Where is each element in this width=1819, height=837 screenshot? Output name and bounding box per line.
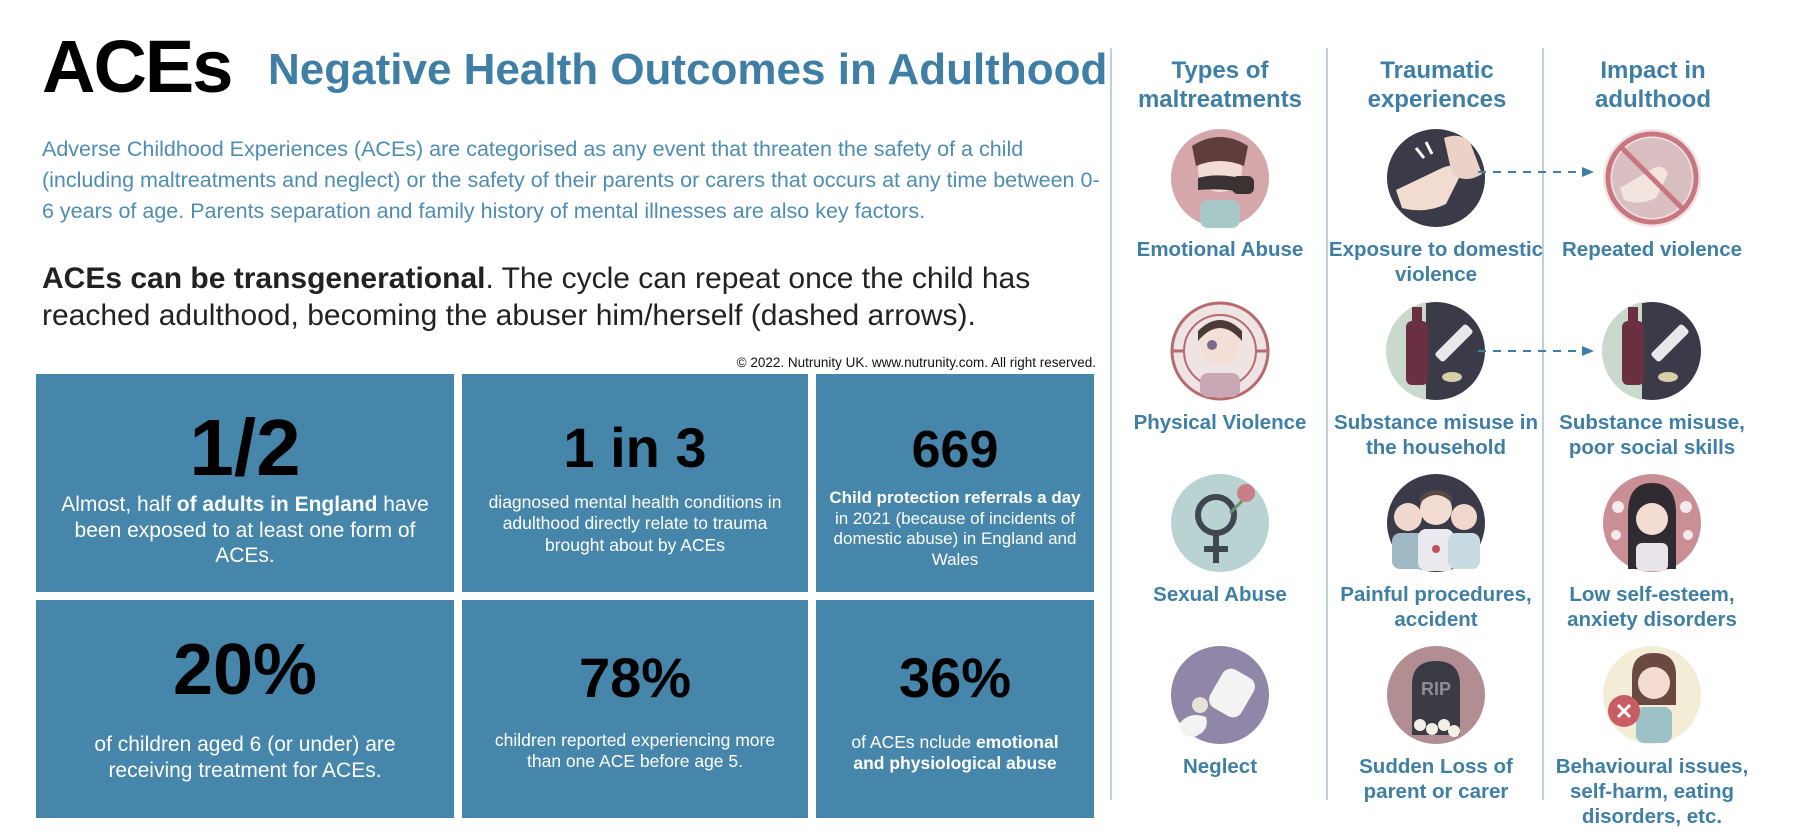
dashed-arrow-substance <box>1478 346 1594 356</box>
logo-title: ACEs <box>42 25 233 108</box>
item-label: Substance misuse in the household <box>1334 411 1538 459</box>
stat-tile-half-adults: 1/2 Almost, half of adults in England ha… <box>36 374 454 592</box>
impact-low-self-esteem: Low self-esteem, anxiety disorders <box>1542 473 1762 632</box>
page-title: Negative Health Outcomes in Adulthood <box>268 45 1108 94</box>
transgenerational-statement: ACEs can be transgenerational. The cycle… <box>42 260 1102 334</box>
transgenerational-rest: . The cycle can repeat once the child ha… <box>42 262 1031 332</box>
column-header-traumatic: Traumatic experiences <box>1367 57 1507 113</box>
stat-number: 78% <box>578 646 692 709</box>
item-label: Physical Violence <box>1133 411 1307 434</box>
gender-symbol-icon <box>1171 474 1269 572</box>
item-label: Low self-esteem, anxiety disorders <box>1567 583 1737 631</box>
traumatic-sudden-loss: RIP Sudden Loss of parent or carer <box>1326 645 1546 804</box>
distressed-girl-icon <box>1603 646 1701 744</box>
stat-tile-36-percent: 36% of ACEs nclude emotional and physiol… <box>816 600 1094 818</box>
stat-description: children reported experiencing more than… <box>494 730 776 772</box>
copyright-notice: © 2022. Nutrunity UK. www.nutrunity.com.… <box>736 355 1096 370</box>
baby-bottle-icon <box>1171 646 1269 744</box>
transgenerational-bold: ACEs can be transgenerational <box>42 262 486 295</box>
anxious-woman-icon <box>1603 474 1701 572</box>
traumatic-domestic-violence: Exposure to domestic violence <box>1326 128 1546 287</box>
stat-number: 36% <box>898 646 1012 709</box>
item-label: Sudden Loss of parent or carer <box>1359 755 1513 803</box>
stat-description: diagnosed mental health conditions in ad… <box>488 492 782 555</box>
stat-tile-20-percent: 20% of children aged 6 (or under) are re… <box>36 600 454 818</box>
stat-tile-669-referrals: 669 Child protection referrals a day in … <box>816 374 1094 592</box>
stat-number: 669 <box>911 421 999 479</box>
medical-staff-icon <box>1387 474 1485 572</box>
panel-divider <box>1110 48 1112 800</box>
stat-description: of ACEs nclude emotional and physiologic… <box>851 732 1059 774</box>
traumatic-substance-misuse: Substance misuse in the household <box>1326 301 1546 460</box>
bottle-syringe-icon <box>1386 302 1485 400</box>
maltreatment-sexual-abuse: Sexual Abuse <box>1110 473 1330 607</box>
maltreatment-emotional-abuse: Emotional Abuse <box>1110 128 1330 262</box>
intro-paragraph: Adverse Childhood Experiences (ACEs) are… <box>42 137 1100 223</box>
no-violence-icon <box>1603 129 1701 227</box>
item-label: Behavioural issues, self-harm, eating di… <box>1555 755 1749 828</box>
stat-number: 20% <box>172 630 318 710</box>
stat-number: 1/2 <box>189 403 301 492</box>
impact-repeated-violence: Repeated violence <box>1542 128 1762 262</box>
item-label: Repeated violence <box>1561 238 1742 261</box>
item-label: Emotional Abuse <box>1136 238 1304 261</box>
bottle-syringe-icon <box>1602 302 1701 400</box>
traumatic-painful-procedures: Painful procedures, accident <box>1326 473 1546 632</box>
bruised-child-icon <box>1170 301 1270 401</box>
rip-gravestone-icon: RIP <box>1387 646 1485 744</box>
maltreatment-physical-violence: Physical Violence <box>1110 301 1330 435</box>
stat-tile-one-in-three: 1 in 3 diagnosed mental health condition… <box>462 374 808 592</box>
impact-substance-misuse: Substance misuse, poor social skills <box>1542 301 1762 460</box>
column-header-impact: Impact in adulthood <box>1595 57 1711 113</box>
maltreatment-neglect: Neglect <box>1110 645 1330 779</box>
stat-tile-78-percent: 78% children reported experiencing more … <box>462 600 808 818</box>
svg-text:RIP: RIP <box>1421 679 1451 699</box>
column-separator <box>1326 48 1328 800</box>
item-label: Neglect <box>1182 755 1258 778</box>
column-separator <box>1542 48 1544 800</box>
stat-description: Child protection referrals a day in 2021… <box>829 488 1081 570</box>
covered-mouth-icon <box>1171 129 1269 228</box>
item-label: Exposure to domestic violence <box>1328 238 1544 286</box>
stat-description: Almost, half of adults in England have b… <box>61 493 429 568</box>
item-label: Substance misuse, poor social skills <box>1559 411 1745 459</box>
column-header-maltreatments: Types of maltreatments <box>1137 57 1303 113</box>
dashed-arrow-violence <box>1478 167 1594 177</box>
impact-behavioural-issues: Behavioural issues, self-harm, eating di… <box>1542 645 1762 829</box>
item-label: Painful procedures, accident <box>1340 583 1532 631</box>
stat-number: 1 in 3 <box>563 416 707 479</box>
item-label: Sexual Abuse <box>1153 583 1287 606</box>
stat-description: of children aged 6 (or under) are receiv… <box>94 733 396 782</box>
slap-hand-icon <box>1387 129 1485 227</box>
